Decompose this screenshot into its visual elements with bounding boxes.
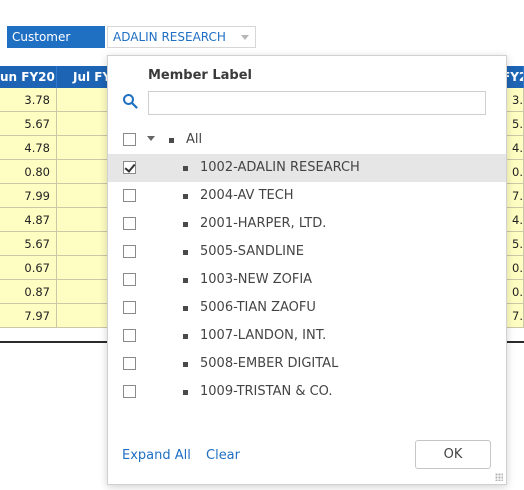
member-search-input[interactable] bbox=[148, 91, 486, 115]
clear-link[interactable]: Clear bbox=[206, 448, 240, 463]
grid-cell[interactable]: 3.78 bbox=[0, 88, 57, 112]
tree-row-member[interactable]: 2001-HARPER, LTD. bbox=[108, 210, 506, 238]
tree-item-label: 2004-AV TECH bbox=[200, 188, 294, 203]
member-selector-popup: Member Label All 1002-ADALIN RESEARCH 200… bbox=[107, 55, 507, 485]
resize-grip[interactable] bbox=[495, 473, 503, 481]
pov-selected-value: ADALIN RESEARCH bbox=[113, 30, 226, 44]
search-icon bbox=[123, 94, 138, 109]
column-header[interactable]: un FY20 bbox=[0, 66, 57, 88]
tree-row-member[interactable]: 1009-TRISTAN & CO. bbox=[108, 378, 506, 406]
tree-item-label: 1002-ADALIN RESEARCH bbox=[200, 160, 360, 175]
tree-row-member[interactable]: 5006-TIAN ZAOFU bbox=[108, 294, 506, 322]
bullet-icon bbox=[183, 362, 188, 367]
grid-cell[interactable]: 0.87 bbox=[0, 280, 57, 304]
bullet-icon bbox=[183, 306, 188, 311]
grid-cell[interactable]: 4.78 bbox=[0, 136, 57, 160]
checkbox[interactable] bbox=[123, 357, 136, 370]
checkbox[interactable] bbox=[123, 329, 136, 342]
bullet-icon bbox=[183, 194, 188, 199]
pov-member-select[interactable]: ADALIN RESEARCH bbox=[107, 26, 256, 48]
pov-dimension-label: Customer bbox=[7, 26, 105, 48]
tree-item-label: 5008-EMBER DIGITAL bbox=[200, 356, 339, 371]
grid-cell[interactable]: 5.67 bbox=[0, 112, 57, 136]
tree-row-member[interactable]: 1003-NEW ZOFIA bbox=[108, 266, 506, 294]
ok-button[interactable]: OK bbox=[415, 440, 491, 469]
checkbox[interactable] bbox=[123, 385, 136, 398]
bullet-icon bbox=[183, 390, 188, 395]
chevron-down-icon bbox=[241, 35, 249, 40]
tree-item-label: All bbox=[186, 132, 203, 147]
member-tree: All 1002-ADALIN RESEARCH 2004-AV TECH 2001… bbox=[108, 126, 506, 406]
tree-item-label: 2001-HARPER, LTD. bbox=[200, 216, 327, 231]
bullet-icon bbox=[169, 138, 174, 143]
checkbox[interactable] bbox=[123, 301, 136, 314]
checkbox[interactable] bbox=[123, 133, 136, 146]
bullet-icon bbox=[183, 222, 188, 227]
bullet-icon bbox=[183, 334, 188, 339]
checkbox[interactable] bbox=[123, 273, 136, 286]
grid-cell[interactable]: 7.99 bbox=[0, 184, 57, 208]
grid-cell[interactable]: 0.67 bbox=[0, 256, 57, 280]
popup-title: Member Label bbox=[148, 68, 252, 83]
bullet-icon bbox=[183, 250, 188, 255]
tree-row-member[interactable]: 5005-SANDLINE bbox=[108, 238, 506, 266]
grid-cell[interactable]: 0.80 bbox=[0, 160, 57, 184]
bullet-icon bbox=[183, 278, 188, 283]
tree-row-member[interactable]: 1002-ADALIN RESEARCH bbox=[108, 154, 506, 182]
checkbox-checked[interactable] bbox=[123, 161, 136, 174]
tree-row-member[interactable]: 2004-AV TECH bbox=[108, 182, 506, 210]
tree-row-member[interactable]: 5008-EMBER DIGITAL bbox=[108, 350, 506, 378]
tree-item-label: 5005-SANDLINE bbox=[200, 244, 304, 259]
grid-cell[interactable]: 4.87 bbox=[0, 208, 57, 232]
grid-cell[interactable]: 5.67 bbox=[0, 232, 57, 256]
checkbox[interactable] bbox=[123, 245, 136, 258]
tree-row-all[interactable]: All bbox=[108, 126, 506, 154]
checkbox[interactable] bbox=[123, 189, 136, 202]
collapse-toggle-icon[interactable] bbox=[147, 136, 155, 141]
expand-all-link[interactable]: Expand All bbox=[122, 448, 191, 463]
checkbox[interactable] bbox=[123, 217, 136, 230]
tree-item-label: 1007-LANDON, INT. bbox=[200, 328, 327, 343]
grid-cell[interactable]: 7.97 bbox=[0, 304, 57, 328]
tree-row-member[interactable]: 1007-LANDON, INT. bbox=[108, 322, 506, 350]
tree-item-label: 1009-TRISTAN & CO. bbox=[200, 384, 333, 399]
tree-item-label: 5006-TIAN ZAOFU bbox=[200, 300, 316, 315]
tree-item-label: 1003-NEW ZOFIA bbox=[200, 272, 313, 287]
bullet-icon bbox=[183, 166, 188, 171]
